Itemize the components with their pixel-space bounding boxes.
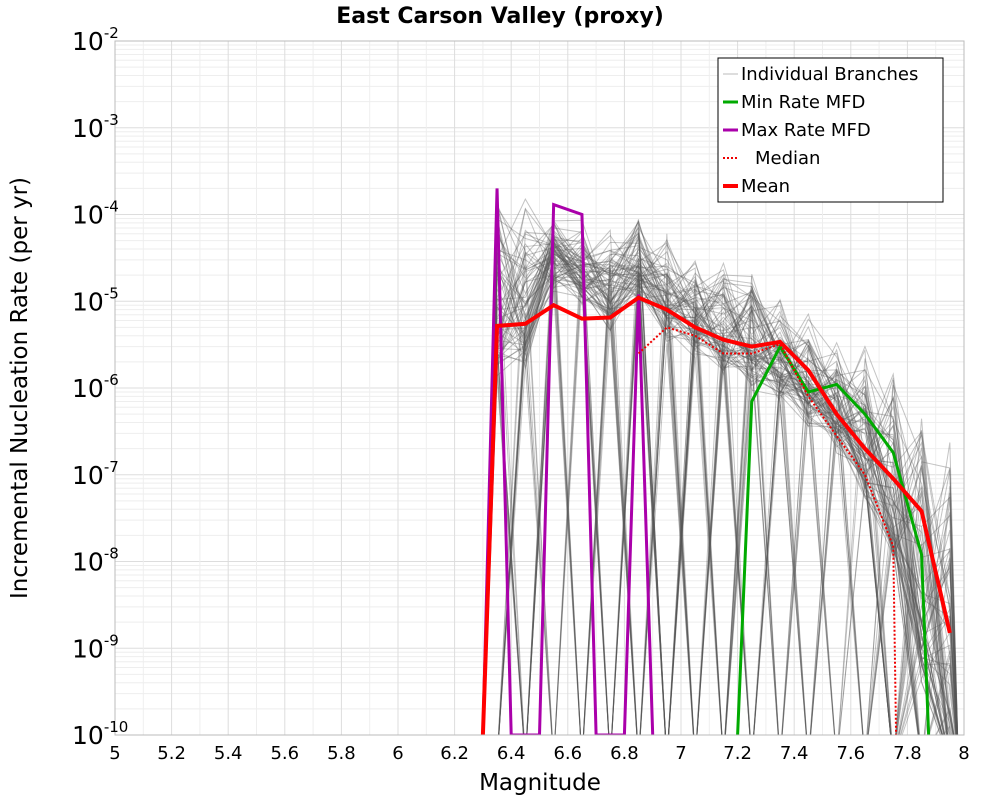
median-line (637, 326, 898, 735)
x-tick-label: 6.2 (440, 743, 469, 764)
branch-line (483, 265, 920, 735)
branch-line (483, 237, 958, 735)
y-tick-label: 10-6 (72, 371, 119, 403)
branch-line (483, 261, 954, 735)
branch-line (483, 233, 955, 735)
x-tick-label: 6.6 (553, 743, 582, 764)
x-tick-label: 6.4 (497, 743, 526, 764)
legend-min-rate-mfd-label: Min Rate MFD (741, 92, 865, 113)
max-rate-mfd-line (481, 188, 655, 735)
x-tick-label: 7.4 (780, 743, 809, 764)
legend-mean-label: Mean (741, 176, 790, 197)
x-tick-label: 5.4 (214, 743, 243, 764)
y-axis-label: Incremental Nucleation Rate (per yr) (7, 177, 33, 599)
legend: Individual Branches Min Rate MFD Max Rate … (717, 57, 944, 203)
y-tick-label: 10-5 (72, 284, 119, 316)
branch-line (483, 205, 948, 735)
y-tick-label: 10-4 (72, 198, 119, 230)
y-tick-label: 10-2 (72, 24, 119, 56)
chart-title: East Carson Valley (proxy) (336, 4, 664, 29)
x-tick-label: 8 (958, 743, 969, 764)
branch-line (483, 251, 942, 735)
series-lines (480, 188, 952, 735)
branch-line (483, 217, 955, 735)
y-tick-label: 10-10 (72, 718, 128, 750)
x-tick-label: 5.8 (327, 743, 356, 764)
x-tick-label: 5.2 (157, 743, 186, 764)
x-axis-label: Magnitude (479, 770, 601, 796)
x-tick-label: 7.6 (836, 743, 865, 764)
plot-frame (114, 40, 965, 736)
x-tick-label: 6.8 (610, 743, 639, 764)
branch-line (483, 241, 943, 735)
branch-line (483, 261, 948, 735)
individual-branches (483, 198, 959, 735)
x-tick-label: 7.2 (723, 743, 752, 764)
legend-max-rate-mfd-label: Max Rate MFD (741, 120, 871, 141)
branch-line (483, 275, 959, 735)
branch-line (483, 269, 956, 735)
y-tick-label: 10-7 (72, 458, 119, 490)
branch-line (483, 236, 959, 735)
y-tick-label: 10-9 (72, 631, 119, 663)
mean-line (480, 295, 952, 735)
branch-line (483, 206, 957, 735)
branch-line (483, 275, 947, 735)
branch-line (483, 267, 919, 735)
branch-line (483, 264, 958, 735)
branch-line (483, 207, 958, 735)
branch-line (483, 273, 958, 735)
branch-line (498, 257, 958, 735)
min-rate-mfd-line (736, 343, 931, 735)
branch-line (483, 263, 957, 735)
branch-line (498, 231, 945, 735)
y-tick-label: 10-3 (72, 111, 119, 143)
x-tick-label: 7 (675, 743, 686, 764)
branch-line (483, 226, 947, 735)
legend-individual-branches-label: Individual Branches (741, 64, 918, 85)
legend-box (717, 57, 944, 203)
branch-line (483, 257, 959, 735)
x-tick-label: 7.8 (893, 743, 922, 764)
y-axis-ticks: 10-10 10-9 10-8 10-7 10-6 10-5 10-4 10-3 10-2 (72, 24, 128, 750)
x-axis-ticks: 5 5.2 5.4 5.6 5.8 6 6.2 6.4 6.6 6.8 7 7.2 7.4 7.6 7.8 8 (109, 743, 969, 764)
branch-line (483, 260, 943, 735)
grid (114, 41, 965, 736)
branch-line (483, 251, 942, 735)
x-tick-label: 5 (109, 743, 120, 764)
x-tick-label: 5.6 (270, 743, 299, 764)
branch-line (483, 250, 957, 735)
y-tick-label: 10-8 (72, 545, 119, 577)
branch-line (498, 232, 951, 735)
x-tick-label: 6 (392, 743, 403, 764)
branch-line (526, 262, 959, 735)
legend-median-label: Median (755, 148, 820, 169)
branch-line (483, 224, 958, 735)
